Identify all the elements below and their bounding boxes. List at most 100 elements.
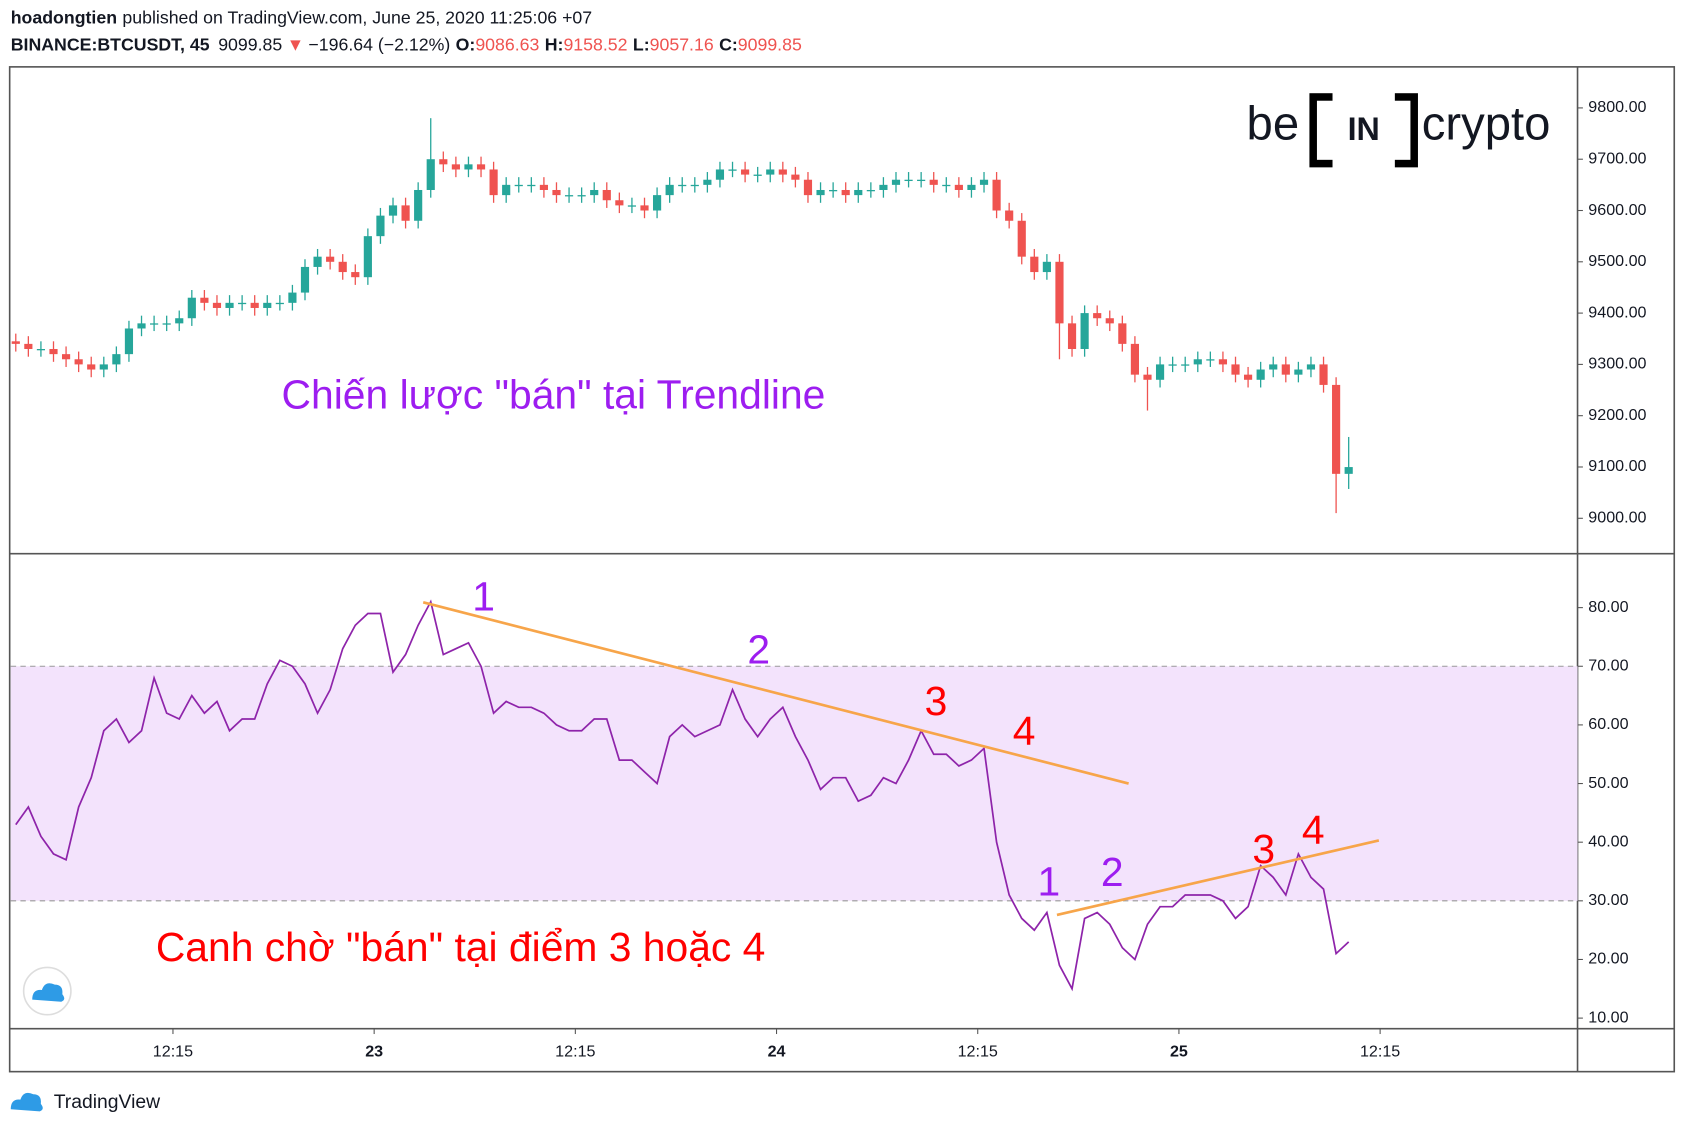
x-tick-label: 12:15	[1360, 1043, 1400, 1061]
candle-body	[74, 359, 83, 365]
x-tick-label: 23	[365, 1043, 383, 1061]
candle-body	[527, 184, 536, 187]
point-label: 3	[1252, 826, 1275, 872]
symbol: BINANCE:BTCUSDT, 45	[11, 34, 210, 54]
y-tick-label: 30.00	[1588, 891, 1628, 909]
close-value: 9099.85	[738, 34, 802, 54]
candle-body	[891, 179, 901, 185]
candle-body	[1168, 364, 1177, 366]
high-label: H:	[545, 34, 564, 54]
candle-body	[942, 184, 951, 187]
point-label: 1	[472, 574, 495, 620]
candle-body	[715, 169, 725, 180]
candle-body	[1332, 384, 1341, 474]
candle-body	[665, 184, 674, 196]
logo-crypto: crypto	[1422, 98, 1551, 151]
candle-body	[326, 256, 335, 262]
candle-body	[401, 205, 410, 221]
candle-body	[753, 174, 762, 176]
candle-body	[11, 341, 20, 344]
point-label: 1	[1037, 858, 1060, 904]
candle-body	[476, 164, 486, 170]
y-tick-label: 9000.00	[1588, 509, 1646, 527]
candle-body	[602, 189, 611, 201]
candle-body	[1281, 364, 1290, 375]
x-tick-label: 12:15	[958, 1043, 998, 1061]
candle-body	[1143, 374, 1152, 380]
candle-body	[99, 364, 108, 370]
close-label: C:	[719, 34, 738, 54]
change: −196.64 (−2.12%)	[308, 34, 450, 54]
logo-gap	[1332, 90, 1395, 104]
candle-body	[803, 179, 813, 196]
candle-body	[1181, 364, 1190, 366]
candle-body	[1130, 343, 1139, 375]
candle-body	[1344, 467, 1353, 474]
logo-gap	[1332, 157, 1395, 171]
candle-body	[338, 261, 347, 273]
y-tick-label: 9100.00	[1588, 457, 1646, 475]
candle-body	[263, 302, 272, 308]
x-tick-label: 12:15	[153, 1043, 193, 1061]
trendline	[422, 601, 1129, 785]
annotation: Canh chờ "bán" tại điểm 3 hoặc 4	[156, 924, 766, 970]
candle-body	[225, 302, 234, 308]
candle-body	[388, 205, 398, 216]
candle-body	[363, 236, 372, 278]
candle-body	[1269, 364, 1278, 370]
y-tick-label: 70.00	[1588, 657, 1628, 675]
candle-body	[414, 189, 423, 221]
candle-body	[250, 302, 259, 308]
candle-body	[489, 169, 498, 196]
candle-body	[1294, 369, 1303, 375]
candle-body	[49, 349, 58, 355]
open-value: 9086.63	[475, 34, 539, 54]
candle-body	[187, 297, 196, 319]
candle-body	[1017, 220, 1026, 257]
y-tick-label: 10.00	[1588, 1008, 1628, 1026]
candle-body	[992, 179, 1001, 211]
candle-body	[678, 184, 687, 187]
candle-body	[1055, 261, 1064, 324]
candle-body	[24, 343, 33, 350]
logo: be IN crypto	[1247, 90, 1551, 171]
y-tick-label: 9800.00	[1588, 98, 1646, 116]
candle-body	[300, 266, 310, 293]
candle-body	[879, 184, 888, 190]
candle-body	[112, 354, 121, 365]
candle-body	[1067, 323, 1077, 350]
y-tick-label: 9700.00	[1588, 149, 1646, 167]
candle-body	[451, 164, 460, 170]
candle-body	[439, 159, 448, 165]
point-label: 3	[925, 678, 948, 724]
candle-body	[426, 159, 435, 190]
candle-body	[1256, 369, 1265, 380]
candle-body	[124, 328, 134, 355]
point-label: 2	[1101, 849, 1124, 895]
candle-body	[954, 184, 963, 190]
last-price: 9099.85	[218, 34, 282, 54]
y-tick-label: 9200.00	[1588, 406, 1646, 424]
candle-body	[464, 164, 473, 170]
x-tick-label: 25	[1170, 1043, 1188, 1061]
rsi-line	[15, 599, 1350, 992]
candle-body	[1042, 261, 1051, 273]
candle-body	[1319, 364, 1328, 385]
footer-cloud	[10, 1092, 43, 1112]
candle-body	[703, 179, 712, 185]
tv-badge	[22, 966, 72, 1016]
candle-body	[1118, 323, 1127, 344]
open-label: O:	[456, 34, 476, 54]
candle-body	[791, 174, 800, 180]
candle-body	[615, 200, 624, 206]
point-label: 4	[1302, 807, 1325, 853]
candle-body	[1244, 374, 1253, 380]
high-value: 9158.52	[563, 34, 627, 54]
author: hoadongtien	[11, 7, 117, 27]
point-label: 4	[1013, 708, 1036, 754]
candle-body	[979, 179, 989, 185]
candle-body	[288, 292, 297, 303]
candle-body	[162, 323, 171, 325]
change-arrow: ▼	[287, 34, 305, 54]
trendline	[1056, 839, 1380, 917]
